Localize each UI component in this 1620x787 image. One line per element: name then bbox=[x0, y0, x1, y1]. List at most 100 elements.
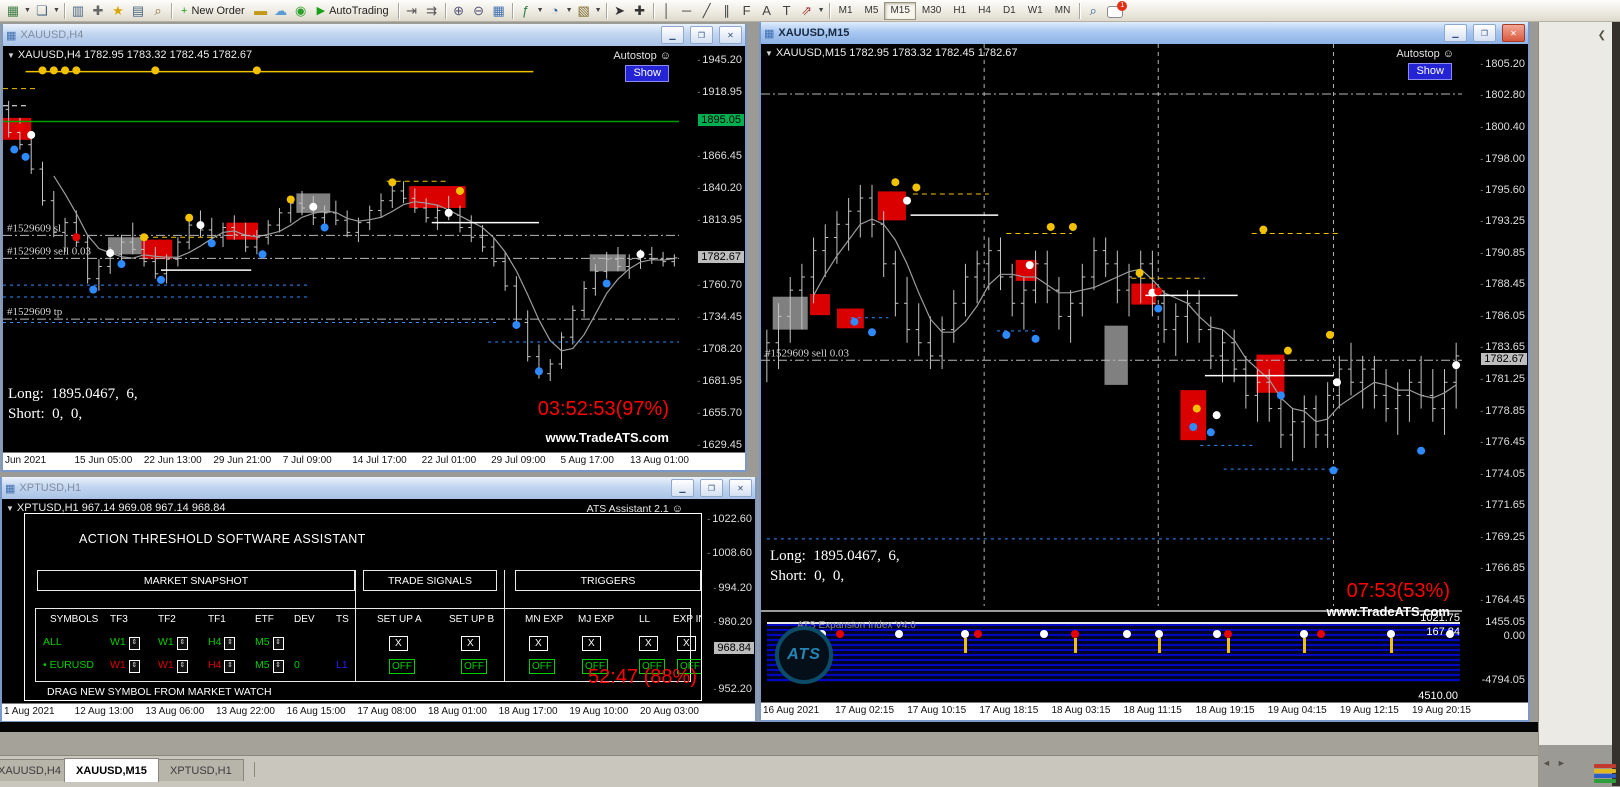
signal-button[interactable]: X bbox=[461, 636, 480, 651]
navigator-icon[interactable]: ★ bbox=[112, 2, 124, 18]
templates-icon[interactable]: ▧ bbox=[577, 2, 590, 18]
trigger-button[interactable]: OFF bbox=[677, 659, 701, 674]
depth-of-market-icon[interactable]: ▬ bbox=[254, 3, 268, 18]
dropdown-caret-icon[interactable]: ▼ bbox=[594, 7, 602, 14]
timeframe-button-h1[interactable]: H1 bbox=[953, 5, 967, 16]
trigger-button[interactable]: OFF bbox=[639, 659, 665, 674]
crosshair-icon[interactable]: ✚ bbox=[634, 2, 646, 18]
periods-icon[interactable]: ◔ bbox=[550, 3, 559, 18]
tick-mark: - bbox=[1480, 468, 1484, 479]
fibonacci-icon[interactable]: F bbox=[742, 3, 751, 18]
market-watch-icon[interactable]: ▥ bbox=[71, 2, 85, 18]
timeframe-button-m15[interactable]: M15 bbox=[884, 1, 916, 20]
section-header-triggers: TRIGGERS bbox=[515, 570, 701, 591]
trigger-button[interactable]: OFF bbox=[582, 659, 608, 674]
expansion-index-band bbox=[767, 622, 1460, 682]
text-icon[interactable]: A bbox=[762, 3, 771, 18]
stepper-button[interactable]: ⇕ bbox=[176, 637, 188, 650]
restore-button[interactable]: ❐ bbox=[1473, 24, 1496, 42]
timeframe-button-d1[interactable]: D1 bbox=[1002, 5, 1016, 16]
chart-area-xauusd-m15[interactable]: #1529609 sell 0.03 ▼ XAUUSD,M15 1782.95 1… bbox=[761, 44, 1528, 720]
tab-scroll-arrows[interactable]: ◄► bbox=[1542, 758, 1572, 768]
tab-xptusd-h1[interactable]: XPTUSD,H1 bbox=[158, 759, 244, 781]
signal-button[interactable]: X bbox=[389, 636, 408, 651]
svg-text:#1529609 sell 0.03: #1529609 sell 0.03 bbox=[765, 347, 850, 359]
dropdown-arrow-icon: ▼ bbox=[6, 504, 14, 513]
trigger-button[interactable]: X bbox=[677, 636, 696, 651]
trigger-button[interactable]: X bbox=[582, 636, 601, 651]
tab-xauusd-h4[interactable]: XAUUSD,H4 bbox=[0, 759, 73, 781]
signals-icon[interactable]: ◉ bbox=[294, 2, 307, 18]
chart-area-xptusd-h1[interactable]: ▼ XPTUSD,H1 967.14 969.08 967.14 968.84 A… bbox=[2, 499, 755, 721]
signal-button[interactable]: OFF bbox=[389, 659, 415, 674]
new-order-button[interactable]: + New Order bbox=[175, 2, 251, 20]
timeframe-button-w1[interactable]: W1 bbox=[1027, 5, 1043, 16]
indicator-tick bbox=[1074, 638, 1078, 653]
time-tick: 18 Aug 03:15 bbox=[1051, 705, 1111, 716]
notifications-icon[interactable]: 1 bbox=[1107, 0, 1128, 19]
indicator-dot bbox=[1213, 630, 1222, 638]
auto-scroll-icon[interactable]: ⇉ bbox=[426, 2, 438, 18]
dropdown-caret-icon[interactable]: ▼ bbox=[53, 7, 60, 14]
minimize-button[interactable]: ▁ bbox=[661, 26, 684, 44]
zoom-in-icon[interactable]: ⊕ bbox=[453, 2, 465, 18]
timeframe-button-h4[interactable]: H4 bbox=[978, 5, 991, 16]
stepper-button[interactable]: ⇕ bbox=[128, 637, 140, 650]
stepper-button[interactable]: ⇕ bbox=[272, 637, 284, 650]
minimize-button[interactable]: ▁ bbox=[671, 479, 694, 497]
show-button[interactable]: Show bbox=[1408, 63, 1452, 80]
data-window-icon[interactable]: ✚ bbox=[92, 2, 104, 18]
close-button[interactable]: ✕ bbox=[729, 479, 752, 497]
signal-button[interactable]: OFF bbox=[461, 659, 487, 674]
stepper-button[interactable]: ⇕ bbox=[224, 660, 236, 673]
minimize-button[interactable]: ▁ bbox=[1444, 24, 1467, 42]
trigger-button[interactable]: OFF bbox=[529, 659, 555, 674]
dropdown-caret-icon[interactable]: ▼ bbox=[565, 7, 573, 14]
titlebar-xptusd-h1[interactable]: ▦ XPTUSD,H1 ▁ ❐ ✕ bbox=[2, 477, 755, 499]
chart-shift-icon[interactable]: ⇥ bbox=[406, 2, 418, 18]
tile-windows-icon[interactable]: ▦ bbox=[492, 2, 505, 18]
text-label-icon[interactable]: T bbox=[782, 3, 791, 18]
collapse-panel-icon[interactable]: ❮ bbox=[1597, 30, 1606, 41]
close-button[interactable]: ✕ bbox=[1502, 24, 1525, 42]
chart-area-xauusd-h4[interactable]: #1529609 sl #1529609 sell 0.03 #1529609 tp… bbox=[3, 46, 745, 470]
equidistant-channel-icon[interactable]: ∥ bbox=[723, 2, 730, 18]
stepper-button[interactable]: ⇕ bbox=[272, 660, 284, 673]
timeframe-button-mn[interactable]: MN bbox=[1054, 5, 1071, 16]
close-button[interactable]: ✕ bbox=[719, 26, 742, 44]
autotrading-button[interactable]: ▶ AutoTrading bbox=[311, 2, 395, 20]
cursor-icon[interactable]: ➤ bbox=[614, 2, 626, 18]
trigger-button[interactable]: X bbox=[639, 636, 658, 651]
timeframe-button-m30[interactable]: M30 bbox=[921, 5, 942, 16]
restore-button[interactable]: ❐ bbox=[700, 479, 723, 497]
trendline-icon[interactable]: ╱ bbox=[702, 2, 711, 18]
restore-button[interactable]: ❐ bbox=[690, 26, 713, 44]
dropdown-caret-icon[interactable]: ▼ bbox=[817, 7, 825, 14]
stepper-button[interactable]: ⇕ bbox=[128, 660, 140, 673]
new-chart-icon[interactable]: ▦ bbox=[6, 2, 20, 18]
terminal-icon[interactable]: ▤ bbox=[131, 2, 145, 18]
show-button[interactable]: Show bbox=[625, 65, 669, 82]
search-icon[interactable]: ⌕ bbox=[1089, 2, 1097, 18]
indicators-icon[interactable]: ƒ bbox=[522, 3, 530, 18]
dropdown-caret-icon[interactable]: ▼ bbox=[536, 7, 544, 14]
trigger-button[interactable]: X bbox=[529, 636, 548, 651]
vertical-line-icon[interactable]: │ bbox=[662, 3, 671, 18]
titlebar-xauusd-m15[interactable]: ▦ XAUUSD,M15 ▁ ❐ ✕ bbox=[761, 22, 1528, 44]
horizontal-line-icon[interactable]: ─ bbox=[682, 3, 692, 18]
svg-text:#1529609 tp: #1529609 tp bbox=[7, 306, 63, 318]
timeframe-button-m1[interactable]: M1 bbox=[838, 5, 853, 16]
smiley-icon: ☺ bbox=[1442, 48, 1454, 60]
arrows-icon[interactable]: ⇗ bbox=[801, 2, 813, 18]
dropdown-caret-icon[interactable]: ▼ bbox=[24, 7, 31, 14]
stepper-button[interactable]: ⇕ bbox=[224, 637, 236, 650]
timeframe-button-m5[interactable]: M5 bbox=[864, 5, 879, 16]
strategy-tester-icon[interactable]: ⌕ bbox=[154, 2, 162, 18]
stepper-button[interactable]: ⇕ bbox=[176, 660, 188, 673]
price-tick: -1771.65 bbox=[1480, 499, 1525, 512]
zoom-out-icon[interactable]: ⊖ bbox=[473, 2, 485, 18]
profiles-icon[interactable]: ❏ bbox=[36, 2, 48, 18]
titlebar-xauusd-h4[interactable]: ▦ XAUUSD,H4 ▁ ❐ ✕ bbox=[3, 24, 745, 46]
mql5-community-icon[interactable]: ☁ bbox=[274, 2, 288, 18]
tab-xauusd-m15[interactable]: XAUUSD,M15 bbox=[64, 758, 159, 782]
